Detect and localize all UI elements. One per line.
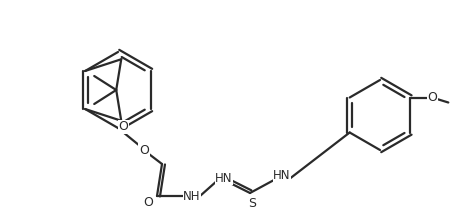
Text: O: O bbox=[118, 120, 128, 133]
Text: HN: HN bbox=[273, 169, 291, 182]
Text: O: O bbox=[143, 196, 153, 209]
Text: O: O bbox=[427, 91, 437, 104]
Text: S: S bbox=[248, 196, 256, 209]
Text: NH: NH bbox=[183, 189, 201, 202]
Text: HN: HN bbox=[215, 172, 233, 185]
Text: O: O bbox=[139, 143, 149, 156]
